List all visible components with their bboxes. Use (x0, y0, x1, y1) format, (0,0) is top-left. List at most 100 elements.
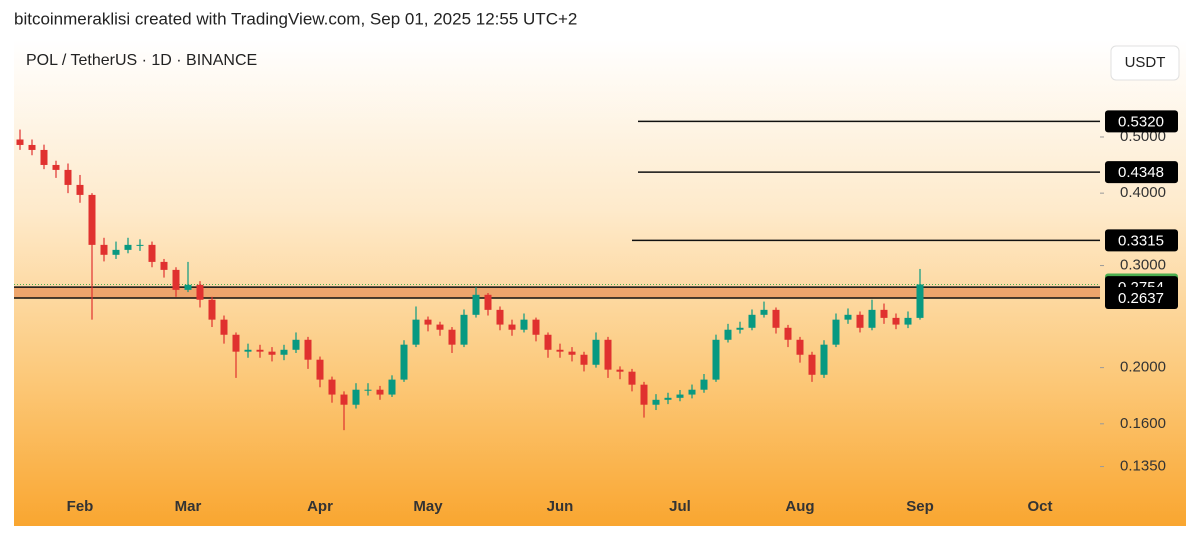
candle-body (640, 384, 648, 405)
candle-body (292, 339, 300, 350)
currency-button[interactable] (1110, 45, 1180, 81)
y-tick-label: 0.3000 (1120, 257, 1166, 274)
level-box (1105, 229, 1178, 252)
chart-background (14, 40, 1186, 526)
support-zone (14, 287, 1100, 299)
x-tick-label: Sep (906, 498, 934, 515)
y-tick-label: 0.1600 (1120, 415, 1166, 432)
candle-body (688, 389, 696, 395)
candle-body (868, 309, 876, 328)
candle-body (856, 314, 864, 328)
level-label: 0.3315 (1118, 232, 1164, 249)
candle-body (736, 327, 744, 330)
candle-body (892, 317, 900, 325)
candle-body (712, 339, 720, 380)
x-tick-label: May (413, 498, 443, 515)
candle-body (724, 329, 732, 340)
x-tick-label: Jun (547, 498, 574, 515)
candle-body (532, 319, 540, 335)
chart-title: POL / TetherUS · 1D · BINANCE (26, 52, 257, 69)
level-label: 0.5320 (1118, 113, 1164, 130)
candle-body (508, 324, 516, 330)
candle-body (256, 349, 264, 352)
x-tick-label: Apr (307, 498, 333, 515)
candle-body (820, 344, 828, 375)
candle-body (76, 184, 84, 195)
candle-body (52, 164, 60, 170)
candle-body (904, 317, 912, 325)
candle-body (100, 244, 108, 255)
level-label: 0.4348 (1118, 164, 1164, 181)
candle-body (544, 334, 552, 350)
candle-body (148, 244, 156, 262)
x-tick-label: Jul (669, 498, 691, 515)
candle-body (244, 349, 252, 352)
candle-body (592, 339, 600, 365)
candle-body (412, 319, 420, 345)
candle-body (880, 309, 888, 318)
candle-body (616, 369, 624, 372)
candle-body (328, 379, 336, 395)
candle-body (628, 371, 636, 385)
candle-body (172, 269, 180, 290)
candle-body (784, 327, 792, 340)
candle-body (304, 339, 312, 360)
candle-body (676, 394, 684, 398)
candle-body (760, 309, 768, 315)
currency-label[interactable]: USDT (1125, 54, 1166, 71)
candle-body (208, 299, 216, 320)
candle-body (520, 319, 528, 330)
candle-body (316, 359, 324, 380)
candle-body (460, 314, 468, 345)
candle-body (448, 329, 456, 345)
candle-body (268, 351, 276, 355)
candle-body (160, 261, 168, 270)
level-box (1105, 110, 1178, 133)
candle-body (232, 334, 240, 352)
y-tick-label: 0.4000 (1120, 184, 1166, 201)
candle-body (556, 349, 564, 352)
candle-body (832, 319, 840, 345)
zone-box (1105, 287, 1178, 310)
x-tick-label: Feb (67, 498, 94, 515)
candle-body (916, 284, 924, 318)
candle-body (484, 294, 492, 310)
candle-body (124, 244, 132, 250)
x-tick-label: Mar (175, 498, 202, 515)
zone-label: 0.2637 (1118, 290, 1164, 307)
candle-body (796, 339, 804, 355)
candle-body (16, 139, 24, 145)
candle-body (376, 389, 384, 395)
candle-body (604, 339, 612, 370)
candle-body (388, 379, 396, 395)
candle-body (340, 394, 348, 405)
candle-body (652, 399, 660, 405)
candle-body (436, 324, 444, 330)
candle-body (580, 354, 588, 365)
candle-body (772, 309, 780, 328)
candle-body (40, 149, 48, 165)
x-tick-label: Aug (785, 498, 814, 515)
candle-body (196, 284, 204, 300)
candle-body (700, 379, 708, 390)
candle-body (400, 344, 408, 380)
level-box (1105, 161, 1178, 184)
candle-body (364, 389, 372, 391)
candle-body (496, 309, 504, 325)
x-tick-label: Oct (1027, 498, 1052, 515)
candle-body (748, 314, 756, 328)
candle-body (28, 144, 36, 150)
candle-body (808, 354, 816, 375)
y-tick-label: 0.2000 (1120, 359, 1166, 376)
candle-body (220, 319, 228, 335)
candle-body (184, 284, 192, 290)
candle-body (844, 314, 852, 320)
candle-body (112, 249, 120, 255)
candle-body (424, 319, 432, 325)
header: bitcoinmeraklisi created with TradingVie… (14, 9, 577, 28)
candle-body (664, 397, 672, 400)
candle-body (136, 244, 144, 246)
candle-body (352, 389, 360, 405)
candle-body (88, 194, 96, 245)
